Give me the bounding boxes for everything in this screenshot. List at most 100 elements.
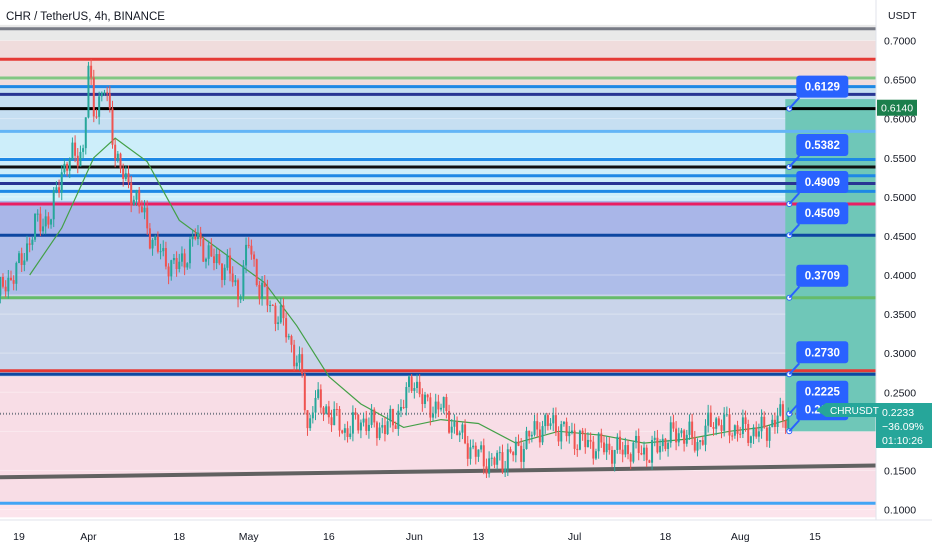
candle-body bbox=[429, 397, 432, 418]
candle-155 bbox=[402, 399, 405, 410]
candle-body bbox=[410, 376, 413, 391]
candle-98 bbox=[250, 239, 253, 260]
candle-9 bbox=[12, 275, 15, 291]
candle-102 bbox=[261, 275, 264, 306]
candle-129 bbox=[333, 401, 336, 426]
candle-body bbox=[146, 207, 149, 229]
candle-117 bbox=[301, 347, 304, 378]
price-tag-bg bbox=[877, 99, 917, 116]
candle-body bbox=[570, 430, 573, 433]
candle-body bbox=[760, 416, 763, 432]
candle-64 bbox=[159, 243, 162, 260]
candle-118 bbox=[303, 370, 306, 415]
candle-204 bbox=[533, 414, 536, 437]
candle-37 bbox=[87, 61, 90, 119]
candle-body bbox=[349, 433, 352, 438]
price-box-2[interactable]: 0.4909 bbox=[786, 170, 849, 207]
candle-body bbox=[683, 430, 686, 444]
price-box-4[interactable]: 0.3709 bbox=[786, 264, 849, 301]
candle-82 bbox=[207, 240, 210, 266]
candle-body bbox=[450, 426, 453, 433]
candle-272 bbox=[715, 416, 718, 436]
candle-241 bbox=[632, 440, 635, 464]
candle-body bbox=[402, 406, 405, 409]
candle-223 bbox=[584, 428, 587, 454]
candle-body bbox=[164, 248, 167, 267]
candle-body bbox=[250, 245, 253, 255]
x-tick-label: 16 bbox=[323, 531, 335, 543]
candle-body bbox=[685, 434, 688, 444]
candle-191 bbox=[498, 446, 501, 461]
candle-73 bbox=[183, 248, 186, 276]
candle-body bbox=[106, 92, 109, 94]
candle-74 bbox=[186, 262, 189, 270]
price-box-6[interactable]: 0.2225 bbox=[786, 380, 849, 417]
candle-body bbox=[624, 445, 627, 455]
candle-78 bbox=[196, 225, 199, 246]
candle-body bbox=[119, 153, 122, 169]
price-box-3[interactable]: 0.4509 bbox=[786, 202, 849, 239]
candle-body bbox=[584, 434, 587, 448]
x-tick-label: Aug bbox=[731, 531, 750, 543]
candle-234 bbox=[613, 449, 616, 472]
candle-body bbox=[741, 417, 744, 435]
candle-104 bbox=[266, 279, 269, 313]
candle-body bbox=[357, 414, 360, 431]
candle-body bbox=[536, 421, 539, 430]
candle-body bbox=[370, 409, 373, 425]
candle-body bbox=[383, 425, 386, 435]
candle-49 bbox=[119, 152, 122, 174]
candle-243 bbox=[637, 428, 640, 461]
zone-7 bbox=[0, 40, 876, 88]
candle-209 bbox=[546, 413, 549, 431]
candle-248 bbox=[651, 435, 654, 470]
candle-body bbox=[114, 144, 117, 160]
candle-55 bbox=[135, 189, 138, 207]
candle-106 bbox=[271, 304, 274, 307]
candle-body bbox=[512, 452, 515, 456]
candle-154 bbox=[399, 399, 402, 418]
candle-161 bbox=[418, 374, 421, 398]
candle-282 bbox=[741, 409, 744, 439]
candle-body bbox=[183, 253, 186, 268]
time-axis[interactable]: 19 Apr 18 May 16 Jun 13 Jul 18 Aug 15 bbox=[13, 531, 821, 543]
candle-body bbox=[675, 428, 678, 443]
candle-20 bbox=[42, 218, 45, 235]
candle-182 bbox=[474, 442, 477, 465]
last-price-block: 0.2233 −36.09% 01:10:26 bbox=[876, 403, 932, 448]
candle-body bbox=[557, 432, 560, 442]
support-trendline[interactable] bbox=[0, 463, 877, 480]
candle-body bbox=[442, 397, 445, 408]
price-box-5[interactable]: 0.2730 bbox=[786, 341, 849, 378]
candle-body bbox=[351, 412, 354, 434]
candle-body bbox=[229, 255, 232, 274]
candle-293 bbox=[771, 414, 774, 428]
candle-112 bbox=[287, 333, 290, 340]
price-box-1[interactable]: 0.5382 bbox=[786, 133, 849, 170]
candle-79 bbox=[199, 226, 202, 247]
candle-body bbox=[763, 416, 766, 428]
candle-body bbox=[204, 258, 207, 262]
candle-body bbox=[322, 407, 325, 414]
candle-215 bbox=[562, 421, 565, 427]
candle-143 bbox=[370, 404, 373, 428]
candle-body bbox=[608, 443, 611, 451]
candle-body bbox=[82, 148, 85, 152]
candle-body bbox=[50, 219, 53, 225]
candle-body bbox=[341, 430, 344, 433]
candle-109 bbox=[279, 297, 282, 324]
candle-body bbox=[335, 409, 338, 411]
candle-body bbox=[768, 427, 771, 441]
candle-227 bbox=[594, 448, 597, 461]
candle-61 bbox=[151, 238, 154, 256]
candle-body bbox=[461, 424, 464, 433]
candle-body bbox=[549, 423, 552, 426]
candle-body bbox=[143, 207, 146, 213]
candle-body bbox=[34, 213, 37, 240]
candle-body bbox=[747, 423, 750, 443]
price-box-0[interactable]: 0.6129 bbox=[786, 75, 849, 112]
candle-30 bbox=[68, 157, 71, 179]
candle-body bbox=[63, 163, 66, 173]
x-tick-label: 18 bbox=[173, 531, 185, 543]
